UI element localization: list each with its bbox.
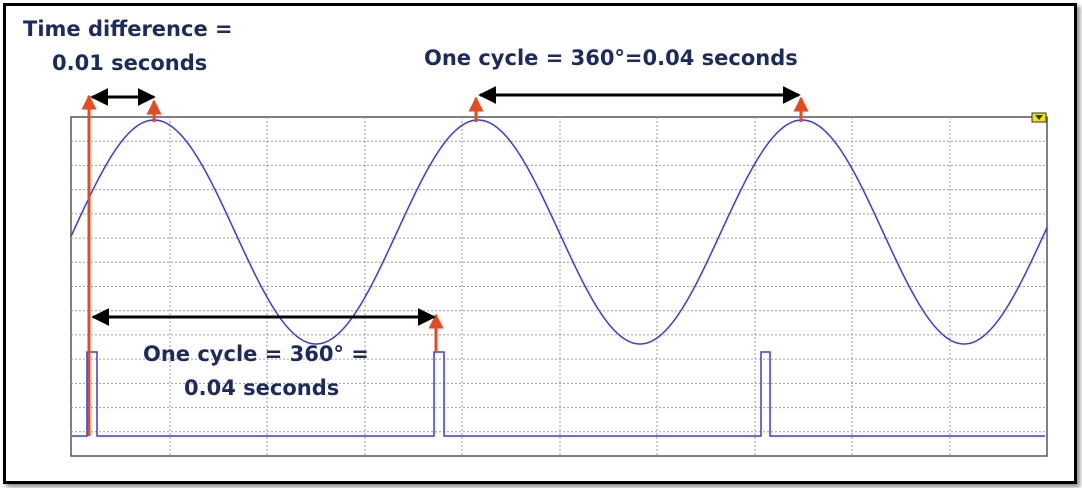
sine-wave-trace <box>70 119 1048 345</box>
time-difference-label: Time difference = <box>23 17 233 41</box>
bottom-cycle-label: One cycle = 360° = <box>143 342 369 366</box>
corner-indicator-icon <box>1031 112 1047 123</box>
time-difference-value: 0.01 seconds <box>52 51 208 75</box>
grid-lines <box>71 117 1047 456</box>
bottom-cycle-value: 0.04 seconds <box>184 376 340 400</box>
top-cycle-label: One cycle = 360°=0.04 seconds <box>424 46 798 70</box>
